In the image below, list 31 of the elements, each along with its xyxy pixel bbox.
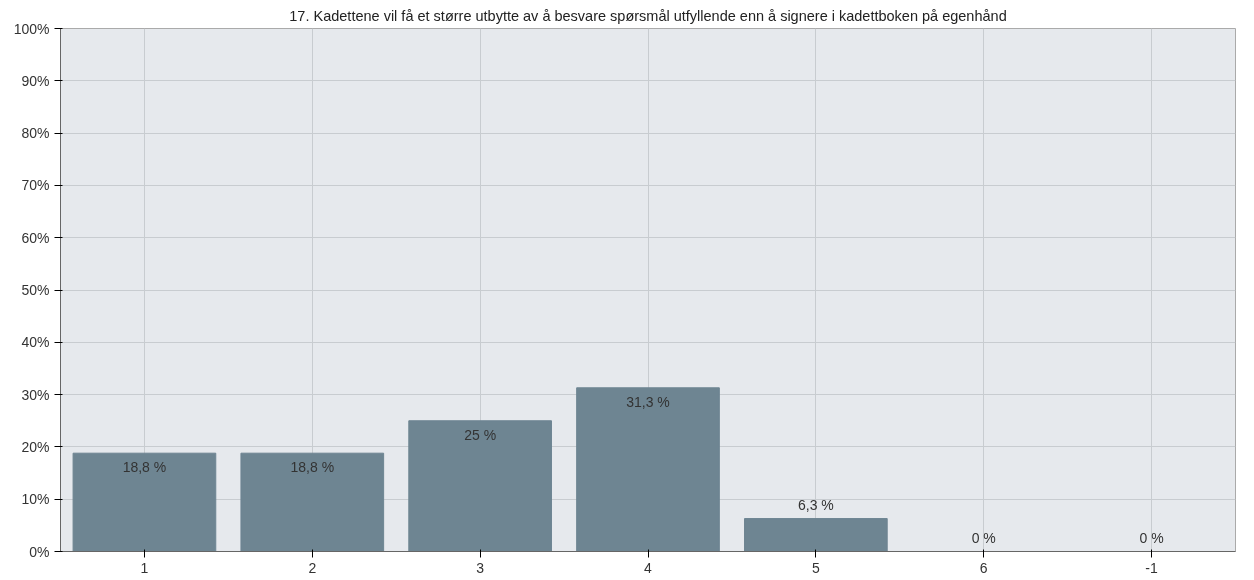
- data-label: 6,3 %: [797, 496, 834, 513]
- y-tick-label: 80%: [21, 125, 50, 142]
- y-tick-label: 30%: [21, 386, 50, 403]
- data-label: 25 %: [464, 426, 497, 443]
- y-tick-label: 40%: [21, 334, 50, 351]
- data-label: 18,8 %: [290, 459, 335, 476]
- data-label: 0 %: [971, 529, 996, 546]
- bar: [744, 518, 888, 552]
- x-tick-label: 5: [811, 559, 820, 576]
- y-tick-label: 90%: [21, 72, 50, 89]
- chart-title: 17. Kadettene vil få et større utbytte av å besvare spørsmål utfyllende enn å signere i kadettboken på egenhånd: [289, 7, 1007, 24]
- y-tick-label: 70%: [21, 177, 50, 194]
- x-tick-label: 3: [476, 559, 485, 576]
- bar: [240, 452, 385, 552]
- x-tick-label: -1: [1145, 559, 1159, 576]
- y-tick-label: 100%: [13, 20, 50, 37]
- y-tick-label: 0%: [29, 543, 50, 560]
- bar: [576, 387, 720, 552]
- x-tick-label: 6: [979, 559, 988, 576]
- x-tick-label: 4: [644, 559, 653, 576]
- bar: [408, 420, 552, 552]
- y-tick-label: 50%: [21, 282, 50, 298]
- y-tick-label: 20%: [21, 438, 50, 455]
- y-tick-label: 10%: [21, 491, 50, 508]
- data-label: 31,3 %: [626, 393, 670, 410]
- bar: [72, 452, 217, 552]
- x-tick-label: 2: [308, 559, 317, 576]
- x-tick-label: 1: [140, 559, 149, 576]
- data-label: 0 %: [1139, 529, 1164, 546]
- data-label: 18,8 %: [122, 459, 167, 476]
- y-tick-label: 60%: [21, 229, 50, 246]
